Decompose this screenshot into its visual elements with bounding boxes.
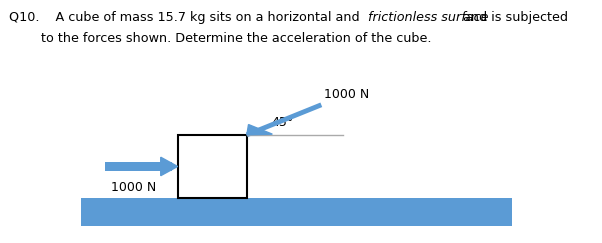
- Bar: [81, 198, 512, 226]
- Text: Q10.    A cube of mass 15.7 kg sits on a horizontal and: Q10. A cube of mass 15.7 kg sits on a ho…: [9, 11, 364, 24]
- Text: 1000 N: 1000 N: [111, 181, 157, 194]
- Bar: [178, 135, 247, 198]
- Text: 45°: 45°: [271, 116, 293, 129]
- Polygon shape: [247, 125, 272, 135]
- Text: 1000 N: 1000 N: [324, 88, 370, 101]
- Text: frictionless surface: frictionless surface: [368, 11, 489, 24]
- Text: and is subjected: and is subjected: [459, 11, 568, 24]
- Bar: [105, 162, 172, 171]
- Text: to the forces shown. Determine the acceleration of the cube.: to the forces shown. Determine the accel…: [41, 32, 432, 44]
- Polygon shape: [161, 157, 178, 176]
